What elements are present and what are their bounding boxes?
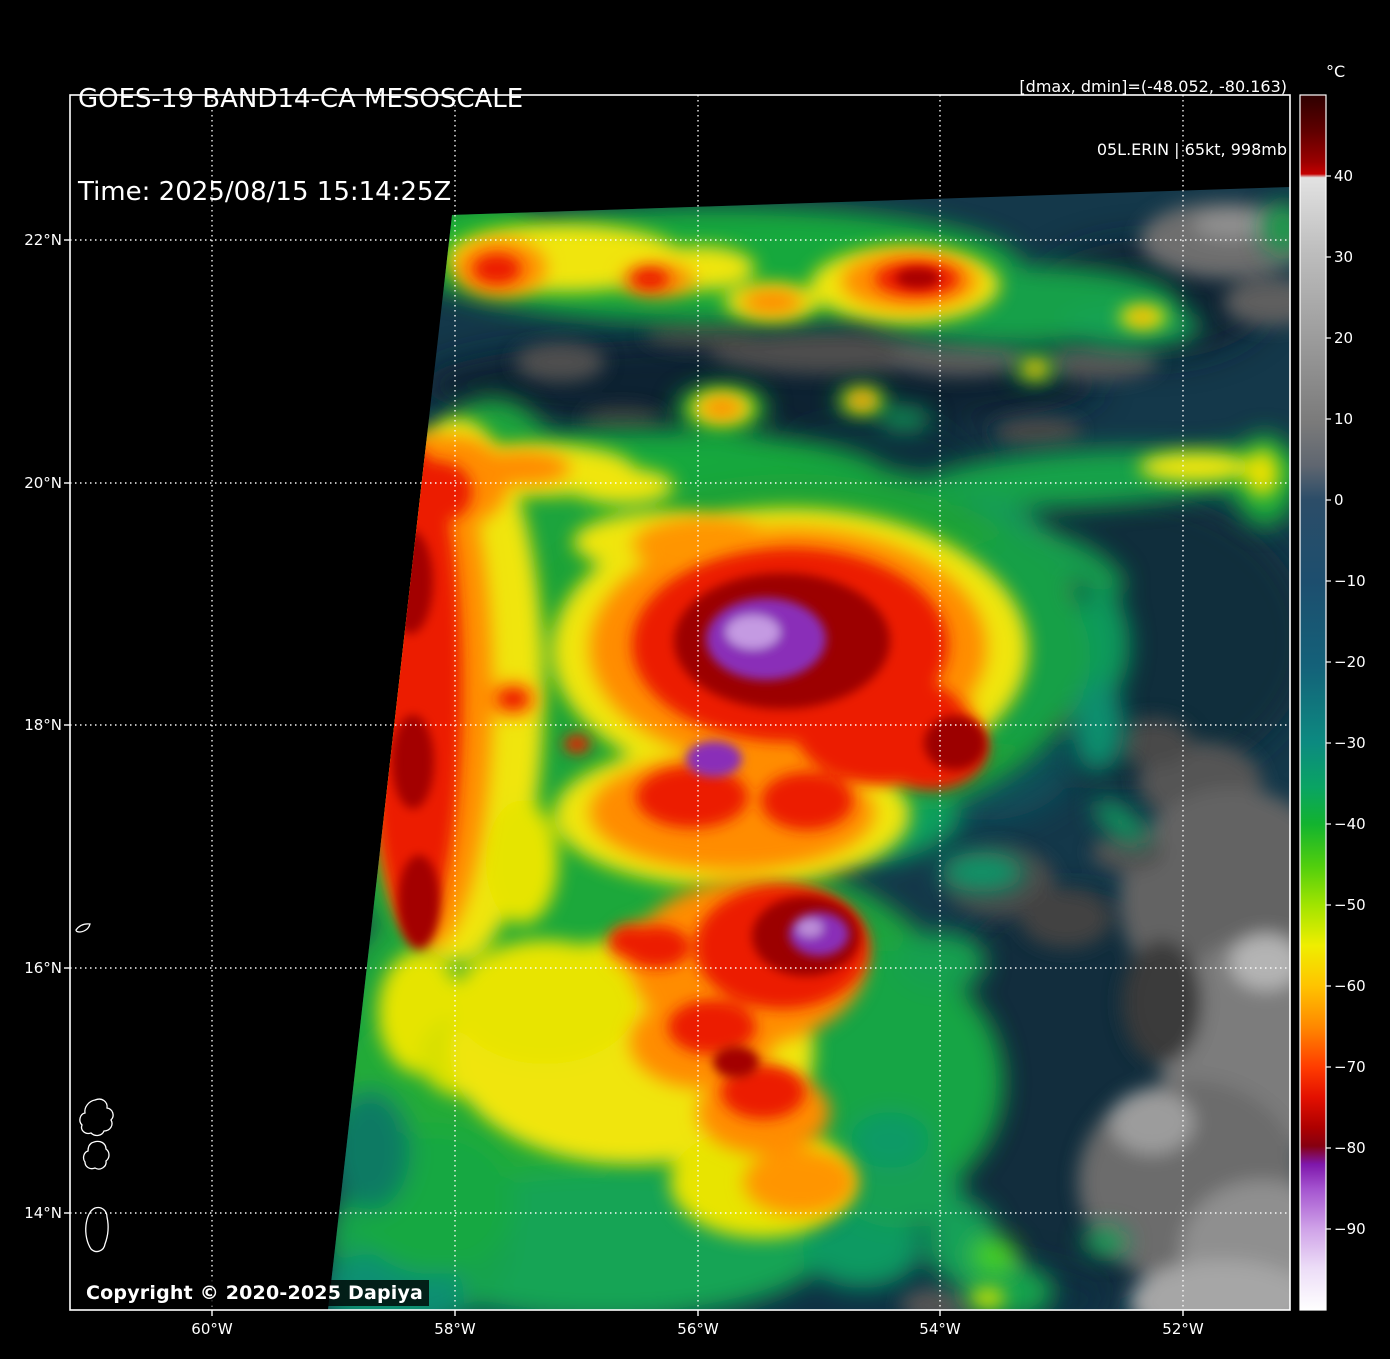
lon-label: 54°W	[919, 1320, 961, 1338]
colorbar-tick-label: −20	[1334, 653, 1366, 671]
lat-label: 20°N	[24, 474, 62, 492]
lat-label: 22°N	[24, 231, 62, 249]
colorbar-unit-label: °C	[1326, 62, 1346, 81]
colorbar-tick-label: −50	[1334, 896, 1366, 914]
colorbar-tick-label: −30	[1334, 734, 1366, 752]
grid-lines	[70, 95, 1290, 1310]
lat-label: 14°N	[24, 1204, 62, 1222]
colorbar-tick-label: −90	[1334, 1220, 1366, 1238]
lon-label: 60°W	[191, 1320, 233, 1338]
colorbar-tick-label: 10	[1334, 410, 1354, 428]
colorbar-tick-label: −40	[1334, 815, 1366, 833]
axis-ticks	[64, 239, 1184, 1316]
colorbar-tick-label: 30	[1334, 248, 1354, 266]
image-title: GOES-19 BAND14-CA MESOSCALE	[78, 84, 524, 114]
ir-cloud-imagery	[70, 95, 1290, 1310]
dmax-dmin-readout: [dmax, dmin]=(-48.052, -80.163)	[1019, 77, 1287, 96]
map-frame	[69, 94, 1291, 1311]
colorbar-ticks	[1326, 175, 1331, 1230]
colorbar-tick-label: 0	[1334, 491, 1344, 509]
storm-info-readout: 05L.ERIN | 65kt, 998mb	[1096, 140, 1287, 159]
copyright-watermark: Copyright © 2020-2025 Dapiya	[80, 1280, 430, 1306]
colorbar-tick-label: −70	[1334, 1058, 1366, 1076]
title-block: GOES-19 BAND14-CA MESOSCALE Time: 2025/0…	[78, 22, 523, 270]
lon-label: 52°W	[1162, 1320, 1204, 1338]
coastline-overlay	[75, 923, 114, 1253]
purple-core-layer	[686, 598, 849, 956]
colorbar-tick-label: −80	[1334, 1139, 1366, 1157]
colorbar-tick-label: 40	[1334, 167, 1354, 185]
meta-block: [dmax, dmin]=(-48.052, -80.163) 05L.ERIN…	[1019, 34, 1287, 202]
colorbar-tick-label: −10	[1334, 572, 1366, 590]
image-time: Time: 2025/08/15 15:14:25Z	[78, 177, 452, 207]
lat-label: 18°N	[24, 716, 62, 734]
lon-label: 58°W	[434, 1320, 476, 1338]
colorbar-gradient	[1299, 94, 1327, 1311]
colorbar-tick-label: −60	[1334, 977, 1366, 995]
lat-label: 16°N	[24, 959, 62, 977]
colorbar-tick-label: 20	[1334, 329, 1354, 347]
lon-label: 56°W	[677, 1320, 719, 1338]
colorbar	[1299, 94, 1331, 1311]
